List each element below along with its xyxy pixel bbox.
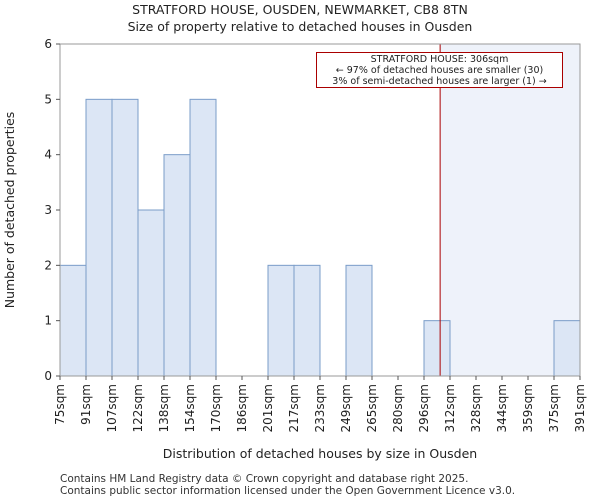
bar-14 [423,320,451,377]
x-tick-label-2: 107sqm [105,384,119,432]
annotation-line-1: STRATFORD HOUSE: 306sqm [370,54,509,65]
bar-19 [553,320,581,377]
y-axis-label: Number of detached properties [2,112,17,309]
x-tick-label-17: 344sqm [495,384,509,432]
annotation-box: STRATFORD HOUSE: 306sqm ← 97% of detache… [316,52,563,88]
footer-line-2: Contains public sector information licen… [60,485,516,497]
x-tick-label-11: 249sqm [339,384,353,432]
x-tick-label-6: 170sqm [209,384,223,432]
chart-subtitle: Size of property relative to detached ho… [127,19,473,34]
x-tick-label-4: 138sqm [157,384,171,432]
x-tick-label-16: 328sqm [469,384,483,432]
footer-line-1: Contains HM Land Registry data © Crown c… [60,473,469,485]
y-tick-label-4: 4 [44,148,52,162]
x-tick-label-1: 91sqm [79,384,93,425]
y-tick-label-5: 5 [44,92,52,106]
y-tick-label-1: 1 [44,314,52,328]
x-tick-label-8: 201sqm [261,384,275,432]
y-tick-label-6: 6 [44,37,52,51]
bar-0 [59,264,87,377]
bar-5 [189,98,217,377]
x-tick-label-15: 312sqm [443,384,457,432]
annotation-line-2: ← 97% of detached houses are smaller (30… [335,65,544,76]
x-axis-label: Distribution of detached houses by size … [163,446,477,461]
annotation-line-3: 3% of semi-detached houses are larger (1… [332,76,547,87]
x-tick-label-0: 75sqm [53,384,67,425]
x-tick-label-5: 154sqm [183,384,197,432]
chart-title: STRATFORD HOUSE, OUSDEN, NEWMARKET, CB8 … [132,2,468,17]
x-tick-label-20: 391sqm [573,384,587,432]
bar-9 [293,264,321,377]
y-tick-label-3: 3 [44,203,52,217]
x-tick-label-19: 375sqm [547,384,561,432]
y-tick-label-2: 2 [44,258,52,272]
x-tick-label-13: 280sqm [391,384,405,432]
x-tick-label-18: 359sqm [521,384,535,432]
bar-1 [85,98,113,377]
bar-4 [163,154,191,377]
x-tick-label-3: 122sqm [131,384,145,432]
x-tick-label-9: 217sqm [287,384,301,432]
y-tick-label-0: 0 [44,369,52,383]
x-tick-label-14: 296sqm [417,384,431,432]
bar-3 [137,209,165,377]
x-tick-label-12: 265sqm [365,384,379,432]
bar-2 [111,98,139,377]
bar-8 [267,264,295,377]
x-tick-label-7: 186sqm [235,384,249,432]
bar-11 [345,264,373,377]
x-tick-label-10: 233sqm [313,384,327,432]
